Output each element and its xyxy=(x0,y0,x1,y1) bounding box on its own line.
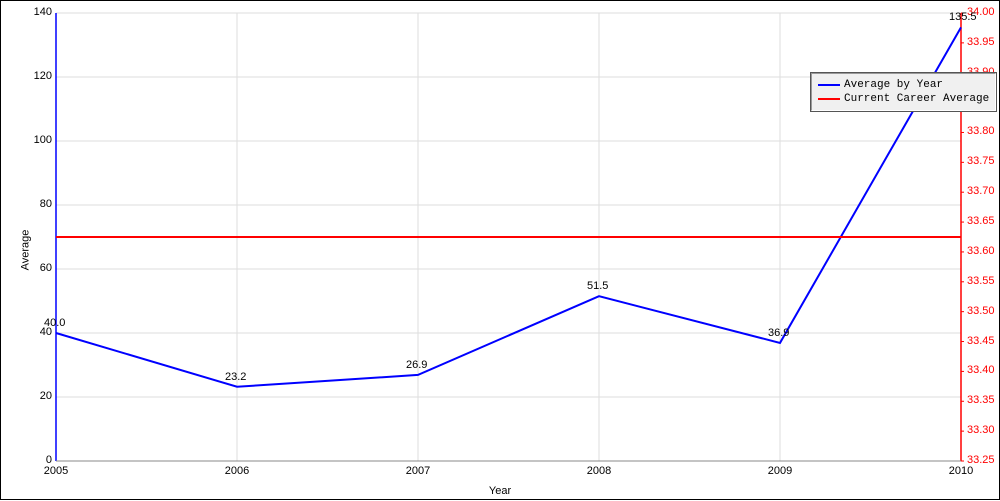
y-left-tick-label: 100 xyxy=(22,134,52,146)
legend-label: Current Career Average xyxy=(844,92,989,106)
x-tick-label: 2006 xyxy=(217,465,257,477)
data-point-label: 40.0 xyxy=(44,317,65,329)
x-tick-label: 2008 xyxy=(579,465,619,477)
legend-swatch xyxy=(818,84,840,86)
x-tick-label: 2005 xyxy=(36,465,76,477)
data-point-label: 36.9 xyxy=(768,327,789,339)
legend-item: Current Career Average xyxy=(818,92,989,106)
y-right-tick-label: 33.55 xyxy=(967,275,1000,287)
chart-container: 2005200620072008200920100204060801001201… xyxy=(0,0,1000,500)
legend-swatch xyxy=(818,98,840,100)
y-left-tick-label: 0 xyxy=(22,454,52,466)
legend-item: Average by Year xyxy=(818,78,989,92)
y-axis-label: Average xyxy=(19,230,31,271)
y-left-tick-label: 140 xyxy=(22,6,52,18)
y-left-tick-label: 20 xyxy=(22,390,52,402)
y-left-tick-label: 80 xyxy=(22,198,52,210)
data-point-label: 135.5 xyxy=(949,11,977,23)
legend-label: Average by Year xyxy=(844,78,943,92)
y-right-tick-label: 33.95 xyxy=(967,36,1000,48)
y-right-tick-label: 33.45 xyxy=(967,335,1000,347)
y-right-tick-label: 33.80 xyxy=(967,125,1000,137)
y-right-tick-label: 33.30 xyxy=(967,424,1000,436)
y-right-tick-label: 33.50 xyxy=(967,305,1000,317)
y-right-tick-label: 33.65 xyxy=(967,215,1000,227)
y-right-tick-label: 33.40 xyxy=(967,364,1000,376)
y-right-tick-label: 33.35 xyxy=(967,394,1000,406)
x-tick-label: 2007 xyxy=(398,465,438,477)
y-right-tick-label: 33.70 xyxy=(967,185,1000,197)
data-point-label: 26.9 xyxy=(406,359,427,371)
x-tick-label: 2010 xyxy=(941,465,981,477)
y-right-tick-label: 33.60 xyxy=(967,245,1000,257)
x-tick-label: 2009 xyxy=(760,465,800,477)
x-axis-label: Year xyxy=(489,485,511,497)
data-point-label: 23.2 xyxy=(225,371,246,383)
y-left-tick-label: 120 xyxy=(22,70,52,82)
legend: Average by YearCurrent Career Average xyxy=(811,73,996,111)
y-right-tick-label: 33.25 xyxy=(967,454,1000,466)
y-right-tick-label: 33.75 xyxy=(967,155,1000,167)
data-point-label: 51.5 xyxy=(587,280,608,292)
